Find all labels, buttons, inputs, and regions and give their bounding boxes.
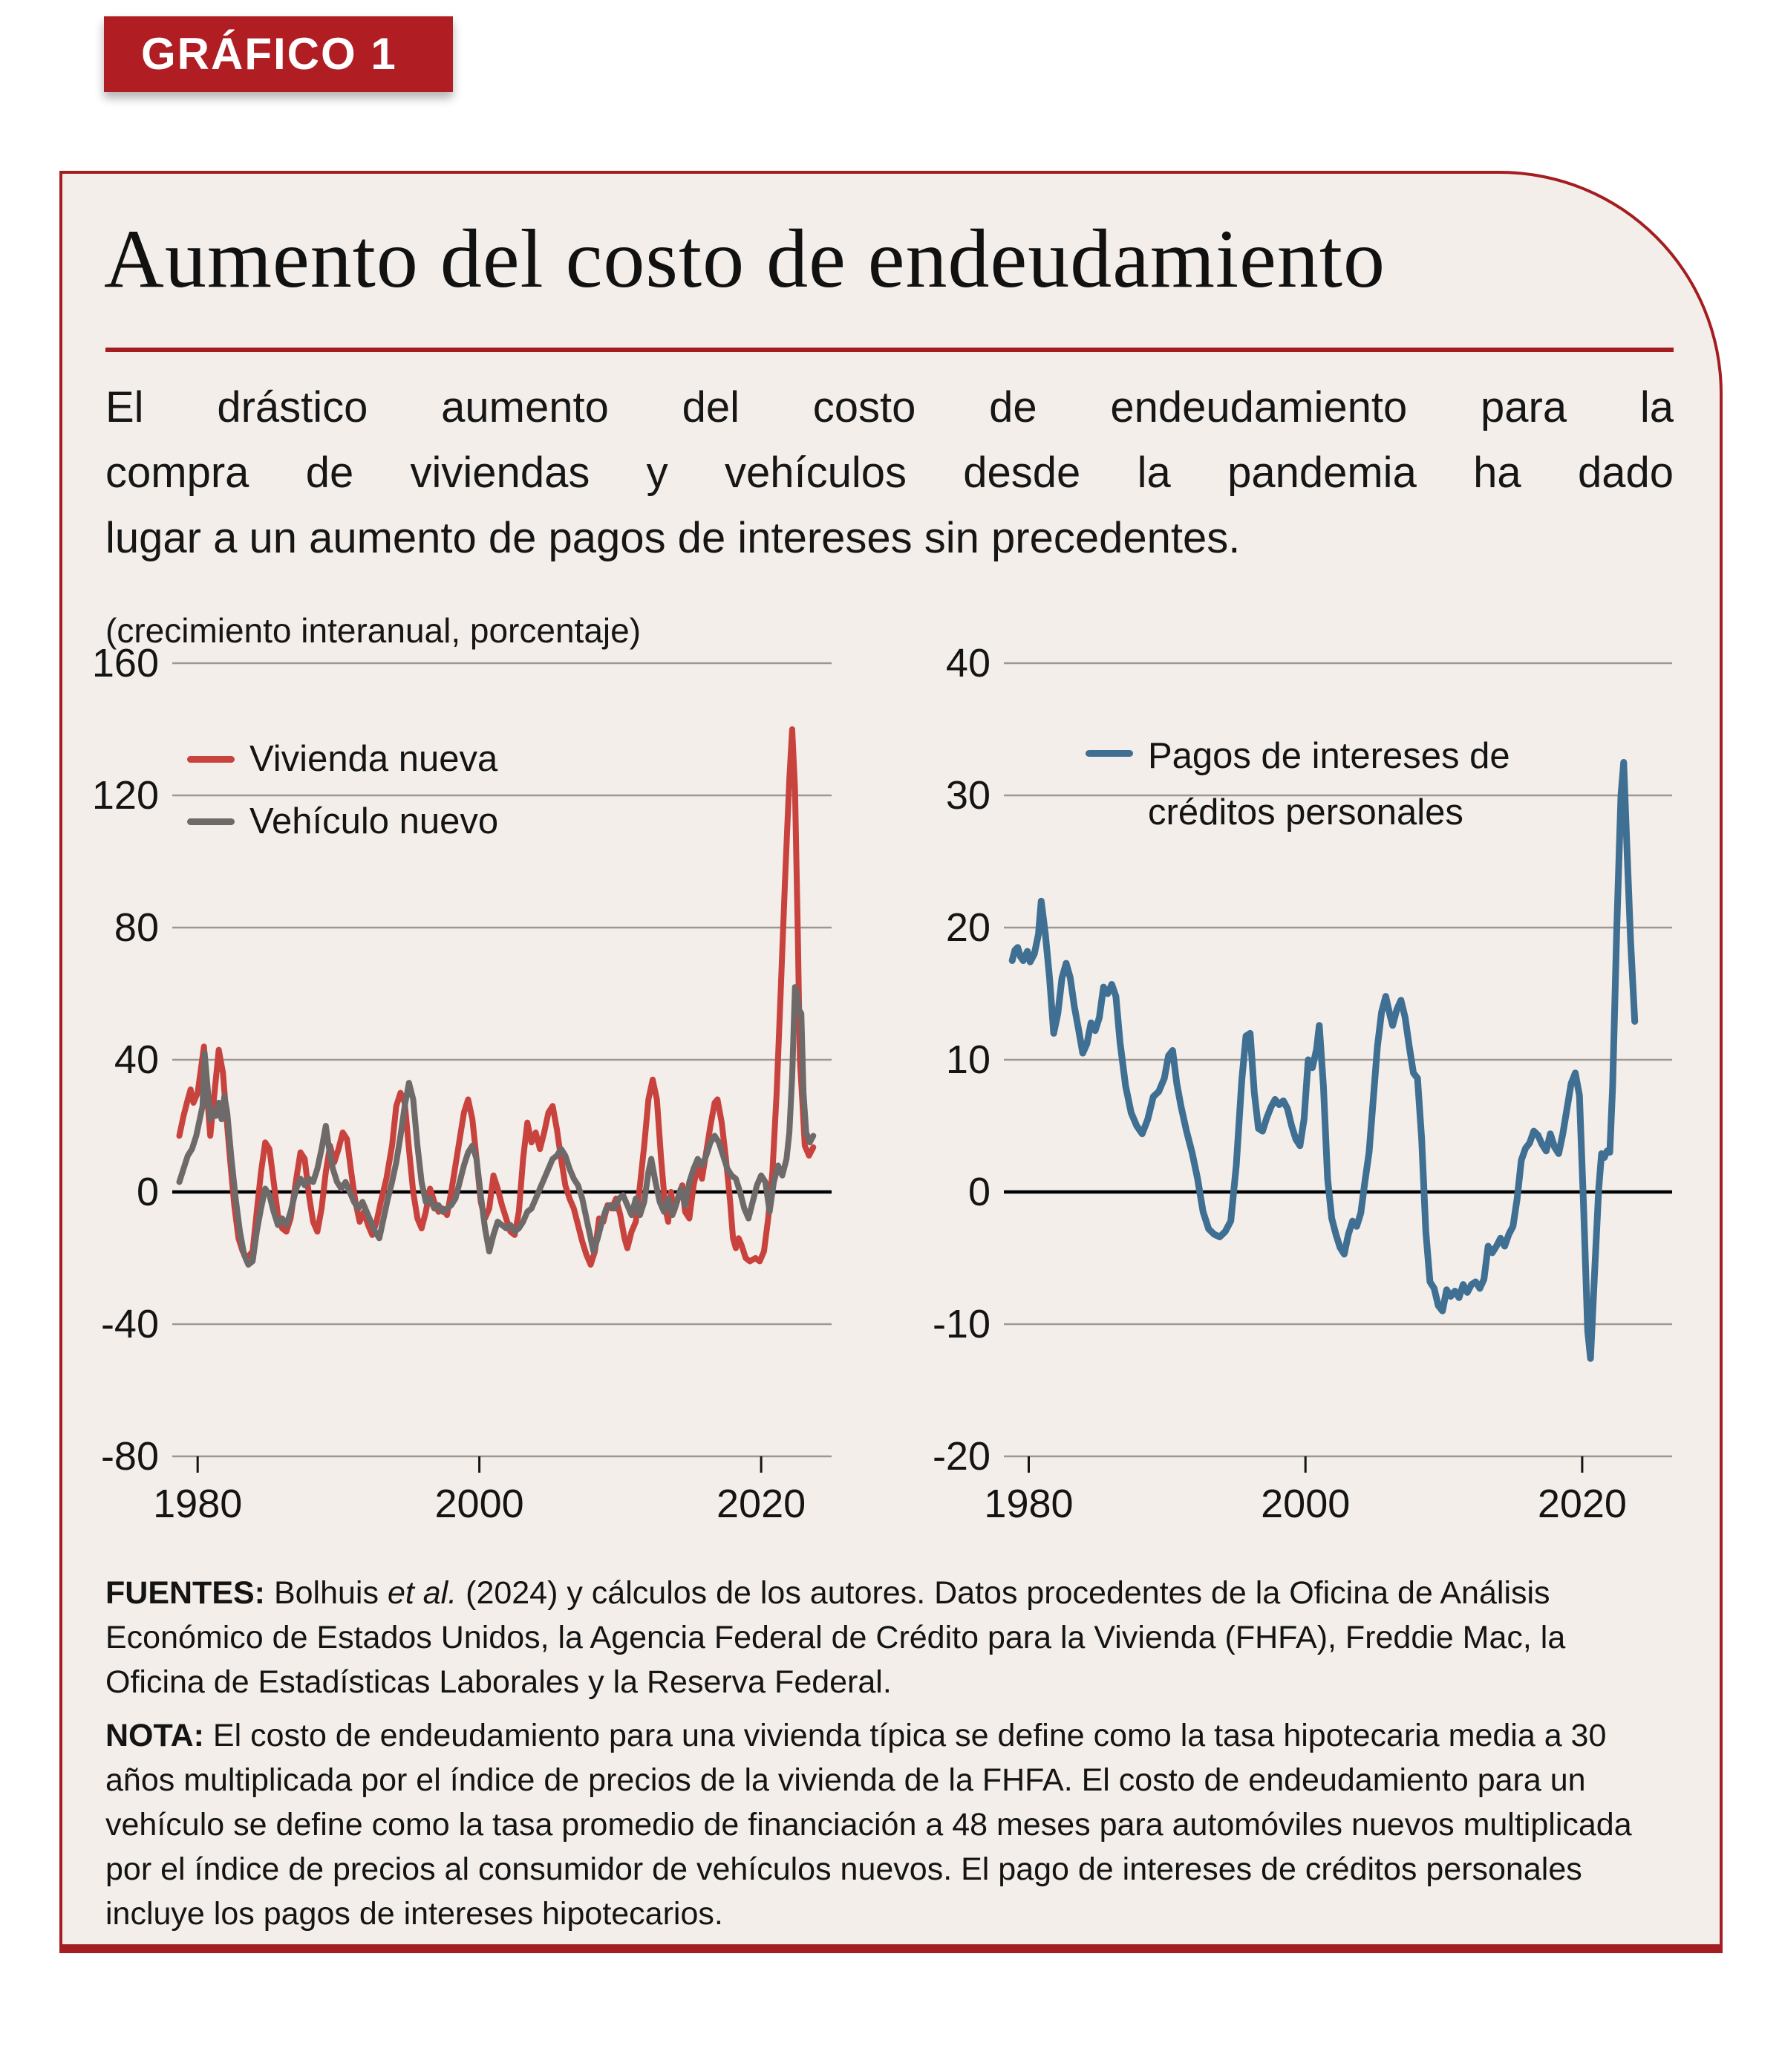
y-tick-label: -80 <box>101 1434 159 1479</box>
sources-body-end: (2024) y cálculos de los autores. Datos … <box>105 1575 1566 1700</box>
vehiculo-line-swatch <box>187 818 235 825</box>
legend-label-vehiculo: Vehículo nuevo <box>249 801 499 841</box>
x-tick-label: 2000 <box>435 1482 524 1526</box>
legend-label-pagos: Pagos de intereses de créditos personale… <box>1148 736 1510 833</box>
sources-label: FUENTES: <box>105 1575 265 1611</box>
chart-title: Aumento del costo de endeudamiento <box>104 213 1386 305</box>
chart-card <box>59 171 1723 1953</box>
footnotes: FUENTES: Bolhuis et al. (2024) y cálculo… <box>105 1571 1674 1936</box>
subtitle-line-2: compra de viviendas y vehículos desde la… <box>105 449 1674 497</box>
x-tick-label: 1980 <box>153 1482 242 1526</box>
series-line-vehículo-nuevo <box>176 984 817 1268</box>
y-tick-label: -20 <box>933 1434 990 1479</box>
chart-subtitle: El drástico aumento del costo de endeuda… <box>105 375 1674 571</box>
y-tick-label: 40 <box>946 641 990 685</box>
y-tick-label: 80 <box>114 905 159 950</box>
subtitle-line-1: El drástico aumento del costo de endeuda… <box>105 383 1674 431</box>
series-line-pagos-de-intereses-de-créditos-personales <box>1008 759 1639 1362</box>
y-tick-label: 30 <box>946 773 990 818</box>
y-tick-label: 10 <box>946 1037 990 1082</box>
sources-etal-italic: et al. <box>387 1575 457 1611</box>
note-text: NOTA: El costo de endeudamiento para una… <box>105 1713 1674 1936</box>
figure-badge: GRÁFICO 1 <box>104 16 453 92</box>
legend-item-pagos: Pagos de intereses de créditos personale… <box>1086 728 1546 841</box>
y-tick-label: -10 <box>933 1302 990 1346</box>
y-tick-label: 0 <box>137 1170 159 1214</box>
sources-body-start: Bolhuis <box>273 1575 388 1611</box>
pagos-line-swatch <box>1086 750 1133 757</box>
vivienda-line-swatch <box>187 755 235 763</box>
subtitle-line-3: lugar a un aumento de pagos de intereses… <box>105 514 1241 562</box>
unit-note: (crecimiento interanual, porcentaje) <box>105 611 642 650</box>
title-rule <box>105 348 1674 352</box>
legend-item-vivienda: Vivienda nueva <box>187 728 498 790</box>
legend-label-vivienda: Vivienda nueva <box>249 739 498 779</box>
x-tick-label: 2020 <box>717 1482 806 1526</box>
y-tick-label: 160 <box>92 641 159 685</box>
y-tick-label: 120 <box>92 773 159 818</box>
y-tick-label: 40 <box>114 1037 159 1082</box>
right-chart-legend: Pagos de intereses de créditos personale… <box>1086 728 1546 841</box>
series-line-vivienda-nueva <box>176 726 817 1268</box>
y-tick-label: -40 <box>101 1302 159 1346</box>
legend-item-vehiculo: Vehículo nuevo <box>187 790 498 853</box>
x-tick-label: 1980 <box>984 1482 1073 1526</box>
left-chart-legend: Vivienda nueva Vehículo nuevo <box>187 728 498 853</box>
x-tick-label: 2000 <box>1261 1482 1350 1526</box>
y-tick-label: 0 <box>968 1170 990 1214</box>
x-tick-label: 2020 <box>1538 1482 1627 1526</box>
note-label: NOTA: <box>105 1718 204 1753</box>
y-tick-label: 20 <box>946 905 990 950</box>
sources-text: FUENTES: Bolhuis et al. (2024) y cálculo… <box>105 1571 1674 1704</box>
note-body: El costo de endeudamiento para una vivie… <box>105 1718 1632 1932</box>
